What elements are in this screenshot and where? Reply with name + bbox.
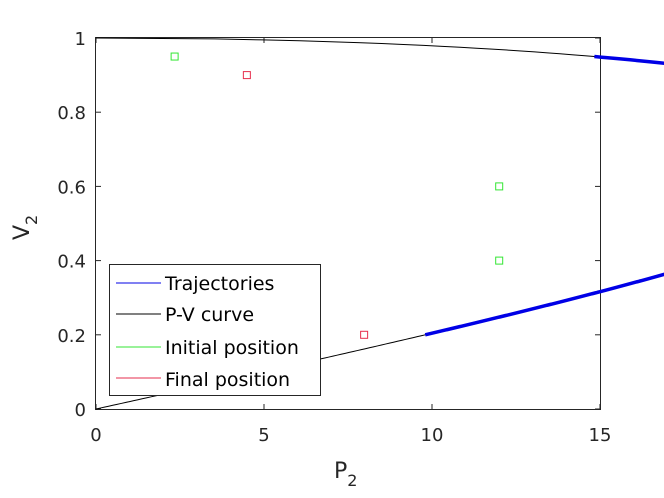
y-tick-label: 0.4: [57, 252, 86, 273]
x-tick-label: 15: [589, 425, 612, 446]
legend-label-final-position: Final position: [165, 369, 290, 391]
y-tick-label: 1: [75, 29, 86, 50]
final-position-marker-2: [360, 330, 369, 339]
final-position-marker-1: [242, 71, 251, 80]
axis-ticks: 0 5 10 15 0 0.2 0.4 0.6 0.8 1: [57, 29, 611, 446]
y-tick-label: 0.8: [57, 103, 86, 124]
x-tick-label: 0: [90, 425, 101, 446]
y-tick-label: 0.6: [57, 177, 86, 198]
markers-layer: [170, 52, 504, 339]
initial-position-marker-3: [495, 256, 504, 265]
x-axis-label-main: P: [334, 459, 347, 484]
y-tick-label: 0.2: [57, 326, 86, 347]
curves-layer: [95, 37, 664, 410]
initial-position-marker-1: [170, 52, 179, 61]
series-pv-curve: [95, 37, 664, 410]
series-trajectory-1: [594, 54, 664, 66]
legend: Trajectories P-V curve Initial position …: [109, 264, 321, 396]
legend-label-trajectories: Trajectories: [164, 273, 274, 295]
initial-position-marker-2: [495, 182, 504, 191]
y-axis-label: V2: [10, 215, 41, 240]
legend-box: [109, 264, 321, 396]
legend-label-initial-position: Initial position: [165, 337, 299, 359]
legend-label-pv-curve: P-V curve: [165, 304, 254, 326]
y-axis-label-main: V: [10, 225, 35, 240]
x-tick-label: 5: [258, 425, 269, 446]
y-axis-label-subscript: 2: [22, 215, 41, 225]
x-axis-label: P2: [334, 459, 357, 490]
series-trajectory-2: [424, 272, 664, 337]
y-tick-label: 0: [75, 400, 86, 421]
x-axis-label-subscript: 2: [347, 471, 357, 490]
x-tick-label: 10: [421, 425, 444, 446]
